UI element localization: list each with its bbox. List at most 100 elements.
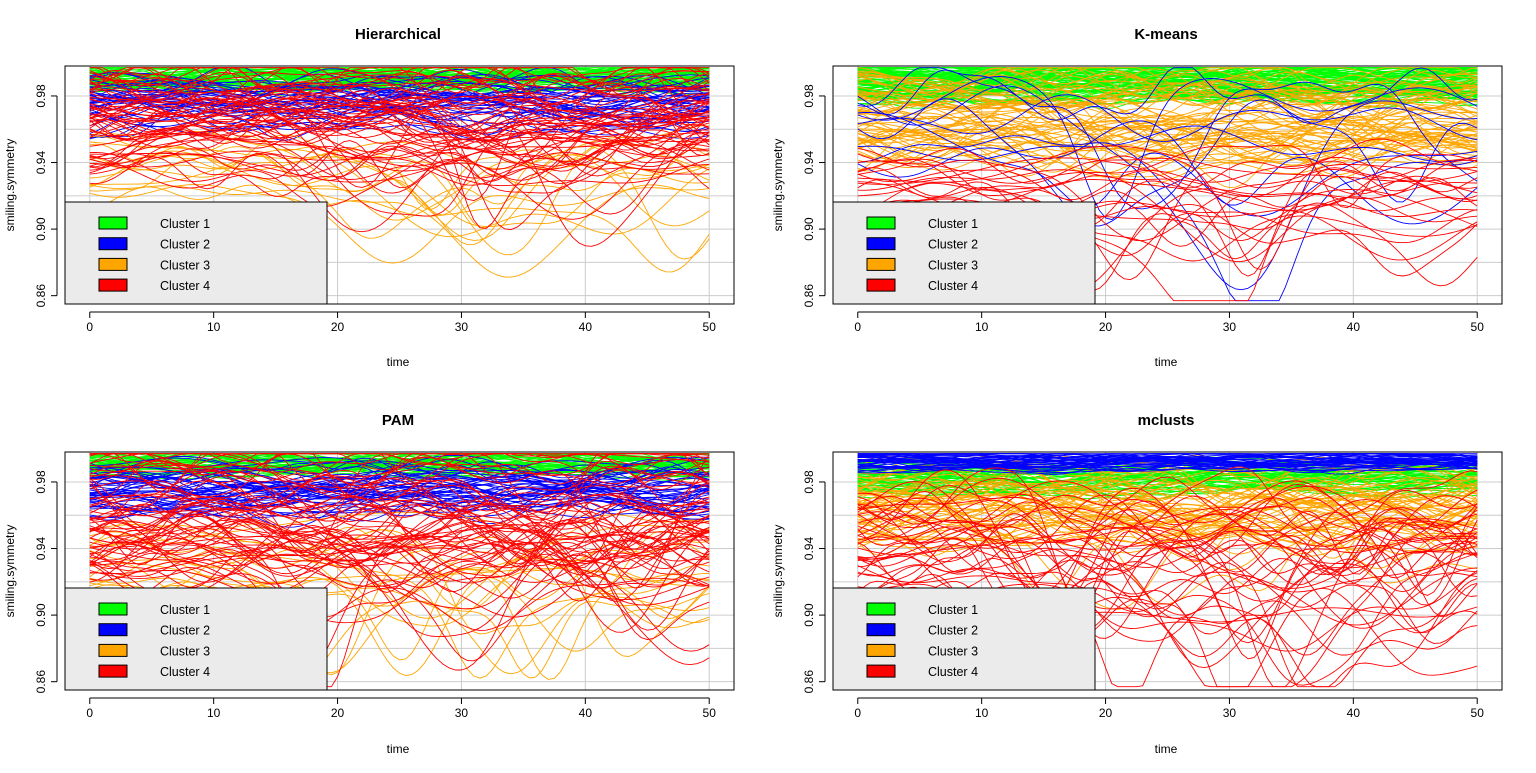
curve-line	[857, 480, 1478, 593]
legend-swatch	[866, 602, 896, 616]
curve-line	[857, 130, 1478, 166]
curve-line	[89, 134, 710, 260]
legend-swatch	[866, 664, 896, 678]
legend: Cluster 1 Cluster 2 Cluster 3 Cluster 4	[64, 587, 328, 691]
curve-line	[89, 68, 710, 99]
curve-line	[89, 140, 710, 190]
legend-swatch	[866, 623, 896, 637]
curve-line	[857, 482, 1478, 559]
curve-line	[89, 91, 710, 119]
legend-swatch	[866, 257, 896, 271]
curve-line	[89, 127, 710, 185]
curve-line	[89, 67, 710, 104]
curve-line	[89, 453, 710, 515]
curve-line	[89, 75, 710, 111]
x-tick-label: 0	[86, 706, 93, 720]
plot-frame	[832, 65, 1503, 305]
curve-line	[89, 135, 710, 221]
curve-line	[89, 184, 710, 278]
curve-line	[857, 496, 1478, 639]
x-tick-label: 50	[1471, 706, 1485, 720]
curve-line	[857, 145, 1478, 183]
curve-line	[89, 67, 710, 93]
curve-line	[857, 494, 1478, 577]
plot-frame	[64, 451, 735, 691]
legend-swatch	[98, 602, 128, 616]
x-tick-label: 50	[1471, 320, 1485, 334]
series-curves	[89, 67, 710, 278]
x-tick-label: 30	[1223, 320, 1237, 334]
chart-panel-2: K-means 0 10 20 30 40 50 0.86 0.90 0.94 0.98 time sm…	[771, 26, 1503, 369]
legend-label: Cluster 3	[928, 644, 978, 658]
curve-line	[857, 474, 1478, 497]
curve-line	[857, 83, 1478, 120]
chart-panel-3: PAM 0 10 20 30 40 50 0.86 0.90 0.94 0.98 time smilin…	[3, 412, 735, 756]
curve-line	[89, 137, 710, 183]
legend: Cluster 1 Cluster 2 Cluster 3 Cluster 4	[64, 201, 328, 305]
x-tick-label: 30	[455, 706, 469, 720]
series-cluster-3	[857, 67, 1478, 189]
series-cluster-4	[89, 67, 710, 247]
curve-line	[857, 491, 1478, 637]
series-cluster-4	[857, 466, 1478, 688]
x-axis: 0 10 20 30 40 50	[854, 697, 1485, 720]
curve-line	[857, 67, 1478, 124]
curve-line	[857, 526, 1478, 593]
curve-line	[857, 120, 1478, 160]
legend-swatch	[98, 257, 128, 271]
curve-line	[89, 67, 710, 202]
curve-line	[857, 503, 1478, 554]
y-axis: 0.86 0.90 0.94 0.98	[802, 84, 826, 307]
curve-line	[89, 540, 710, 666]
curve-line	[89, 503, 710, 566]
series-curves	[857, 67, 1478, 302]
plot-frame	[832, 451, 1503, 691]
x-tick-label: 0	[854, 706, 861, 720]
curve-line	[89, 478, 710, 561]
curve-line	[857, 84, 1478, 116]
legend-swatch	[866, 237, 896, 251]
x-axis: 0 10 20 30 40 50	[86, 697, 716, 720]
curve-line	[89, 453, 710, 517]
legend-swatch	[98, 237, 128, 251]
y-axis: 0.86 0.90 0.94 0.98	[34, 470, 58, 693]
curve-line	[89, 150, 710, 187]
curve-line	[89, 497, 710, 562]
x-axis-label: time	[1155, 355, 1178, 369]
legend-label: Cluster 2	[160, 238, 210, 252]
x-tick-label: 0	[854, 320, 861, 334]
x-tick-label: 0	[86, 320, 93, 334]
y-tick-label: 0.90	[802, 603, 816, 627]
curve-line	[89, 73, 710, 166]
curve-line	[89, 98, 710, 217]
curve-line	[89, 67, 710, 120]
legend-label: Cluster 4	[160, 279, 210, 293]
chart-title: K-means	[1134, 26, 1197, 43]
x-tick-label: 10	[207, 706, 221, 720]
curve-line	[89, 148, 710, 179]
curve-line	[89, 466, 710, 518]
curve-line	[89, 520, 710, 588]
y-tick-label: 0.90	[802, 217, 816, 241]
curve-line	[857, 463, 1478, 475]
y-tick-label: 0.94	[34, 537, 48, 561]
curve-line	[857, 496, 1478, 602]
series-cluster-4	[857, 138, 1478, 302]
curve-line	[857, 138, 1478, 201]
curve-line	[857, 126, 1478, 176]
legend-label: Cluster 2	[928, 238, 978, 252]
curve-line	[89, 494, 710, 633]
curve-line	[857, 464, 1478, 522]
curve-line	[89, 67, 710, 116]
curve-line	[89, 453, 710, 476]
curve-line	[857, 148, 1478, 242]
curve-line	[857, 536, 1478, 686]
curve-line	[857, 458, 1478, 466]
curve-line	[857, 94, 1478, 166]
curve-line	[89, 477, 710, 528]
curve-line	[89, 90, 710, 157]
curve-line	[89, 513, 710, 547]
curve-line	[89, 97, 710, 170]
x-axis-label: time	[387, 355, 410, 369]
y-tick-label: 0.98	[802, 84, 816, 108]
